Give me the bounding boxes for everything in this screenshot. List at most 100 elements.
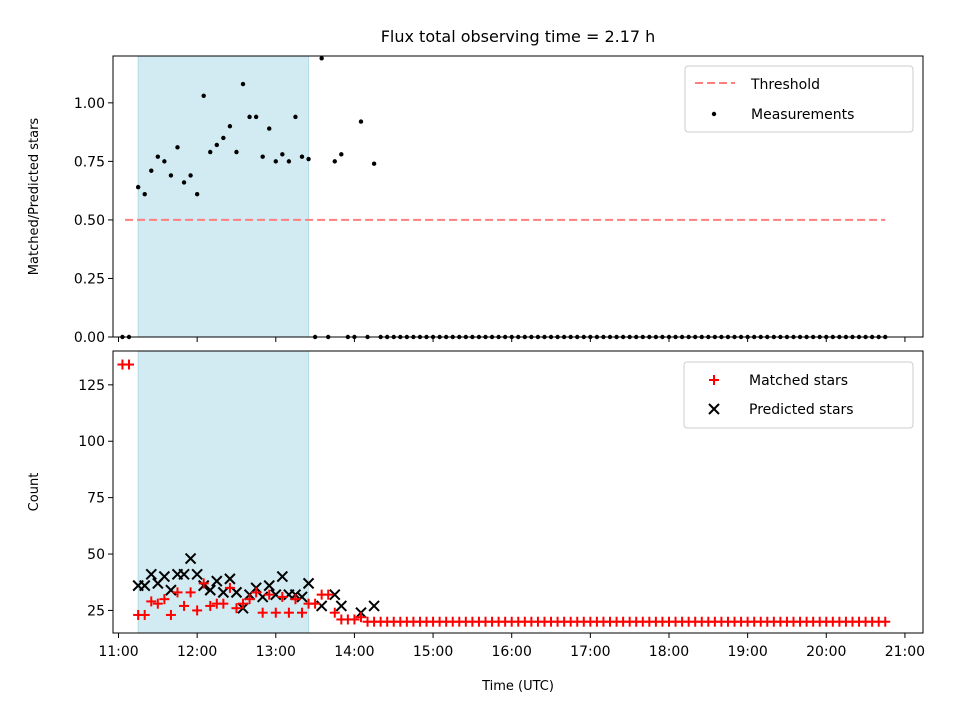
- observing-window-shade: [137, 350, 310, 634]
- measurement-point: [162, 159, 167, 164]
- predicted-star-mark: [145, 568, 157, 581]
- measurement-point: [299, 154, 305, 159]
- x-tick-label: 16:00: [492, 644, 532, 660]
- matched-star-mark: [198, 578, 209, 589]
- predicted-star-mark: [204, 584, 216, 596]
- matched-star-mark: [297, 607, 307, 618]
- x-tick-label: 13:00: [256, 644, 296, 660]
- measurement-point: [135, 184, 141, 190]
- predicted-star-mark: [315, 600, 328, 612]
- matched-star-mark: [264, 589, 275, 600]
- predicted-star-mark: [211, 575, 223, 587]
- measurement-point: [267, 126, 272, 131]
- y-tick-label: 125: [78, 378, 105, 394]
- legend-measurements-label: Measurements: [751, 107, 854, 123]
- legend-measurements-swatch: [711, 111, 717, 117]
- predicted-star-mark: [270, 588, 282, 601]
- predicted-star-marks: [132, 552, 380, 619]
- legend-plus-marker: [709, 375, 719, 385]
- predicted-star-mark: [224, 573, 236, 585]
- matched-star-mark: [159, 594, 170, 605]
- matched-star-mark: [172, 587, 183, 598]
- chart-title: Flux total observing time = 2.17 h: [381, 27, 656, 46]
- legend-x-marker: [708, 403, 720, 415]
- measurement-point: [208, 149, 213, 155]
- y-tick-label: 75: [87, 491, 105, 507]
- measurement-point: [247, 114, 252, 120]
- matched-star-mark: [231, 603, 242, 614]
- measurement-points: [120, 56, 888, 340]
- measurement-point: [293, 114, 298, 120]
- bottom-legend-box: [683, 361, 914, 429]
- measurement-point: [240, 81, 246, 87]
- matched-star-mark: [349, 614, 360, 625]
- x-tick-label: 19:00: [727, 644, 767, 660]
- measurement-point: [371, 161, 377, 166]
- predicted-star-mark: [158, 570, 171, 583]
- y-tick-label: 0.75: [74, 154, 105, 170]
- top-x-ticks: [118, 337, 906, 342]
- y-tick-label: 1.00: [74, 96, 105, 112]
- measurement-point: [142, 191, 147, 197]
- matched-star-mark: [329, 607, 340, 618]
- matched-star-marks: [117, 359, 891, 627]
- bottom-panel: 25 50 75 100 125 11:00 12:00 13:00 14:00 15:00 16…: [27, 350, 925, 694]
- measurement-point: [319, 56, 324, 61]
- x-tick-label: 18:00: [649, 644, 689, 660]
- y-tick-label: 100: [78, 434, 105, 450]
- matched-star-mark: [205, 600, 216, 611]
- bottom-legend: Matched stars Predicted stars: [683, 361, 914, 429]
- matched-star-mark: [139, 609, 150, 620]
- y-tick-label: 0.00: [74, 330, 105, 346]
- matched-star-mark: [165, 609, 176, 620]
- measurement-point: [188, 173, 193, 178]
- predicted-star-mark: [184, 552, 197, 565]
- matched-star-mark: [290, 594, 301, 605]
- top-legend-box: [684, 65, 914, 133]
- measurement-point: [181, 180, 187, 185]
- top-legend: Threshold Measurements: [684, 65, 914, 133]
- matched-star-mark: [277, 591, 288, 602]
- matched-star-mark: [238, 598, 249, 609]
- x-tick-label: 20:00: [806, 644, 846, 660]
- x-tick-label: 12:00: [177, 644, 217, 660]
- top-panel: 0.00 0.25 0.50 0.75 1.00 Matched/Predicted s…: [27, 55, 924, 346]
- x-axis-label: Time (UTC): [481, 679, 554, 694]
- measurement-point: [221, 135, 226, 141]
- matched-star-mark: [244, 594, 255, 605]
- top-y-axis-label: Matched/Predicted stars: [27, 118, 42, 276]
- predicted-star-mark: [368, 600, 380, 612]
- y-tick-label: 0.50: [74, 213, 105, 229]
- observing-window-shade: [137, 55, 310, 338]
- top-y-ticks: 0.00 0.25 0.50 0.75 1.00: [74, 96, 113, 346]
- x-tick-label: 21:00: [885, 644, 925, 660]
- matched-star-mark: [880, 616, 891, 627]
- matched-star-mark: [146, 596, 157, 607]
- measurement-point: [234, 149, 239, 155]
- top-plot-frame: [112, 55, 924, 338]
- predicted-star-mark: [296, 591, 308, 603]
- measurement-point: [280, 152, 285, 157]
- bottom-y-ticks: 25 50 75 100 125: [78, 378, 113, 619]
- legend-threshold-label: Threshold: [750, 77, 820, 93]
- predicted-star-mark: [335, 600, 348, 612]
- matched-star-mark: [323, 589, 334, 600]
- predicted-star-mark: [302, 577, 315, 590]
- x-tick-label: 17:00: [570, 644, 610, 660]
- bottom-x-ticks: 11:00 12:00 13:00 14:00 15:00 16:00 17:00 18:00…: [98, 633, 925, 660]
- predicted-star-mark: [178, 568, 190, 581]
- measurement-point: [273, 159, 278, 164]
- measurement-point: [214, 142, 220, 148]
- measurement-point: [358, 119, 364, 124]
- y-tick-label: 50: [87, 547, 105, 563]
- predicted-star-mark: [230, 586, 243, 599]
- legend-predicted-swatch: [708, 403, 720, 415]
- bottom-plot-frame: [112, 350, 924, 634]
- measurement-point: [339, 152, 344, 157]
- predicted-star-mark: [191, 568, 203, 581]
- predicted-star-mark: [329, 588, 341, 601]
- measurement-point: [260, 154, 265, 159]
- measurement-point: [201, 93, 206, 99]
- measurement-point: [155, 154, 161, 159]
